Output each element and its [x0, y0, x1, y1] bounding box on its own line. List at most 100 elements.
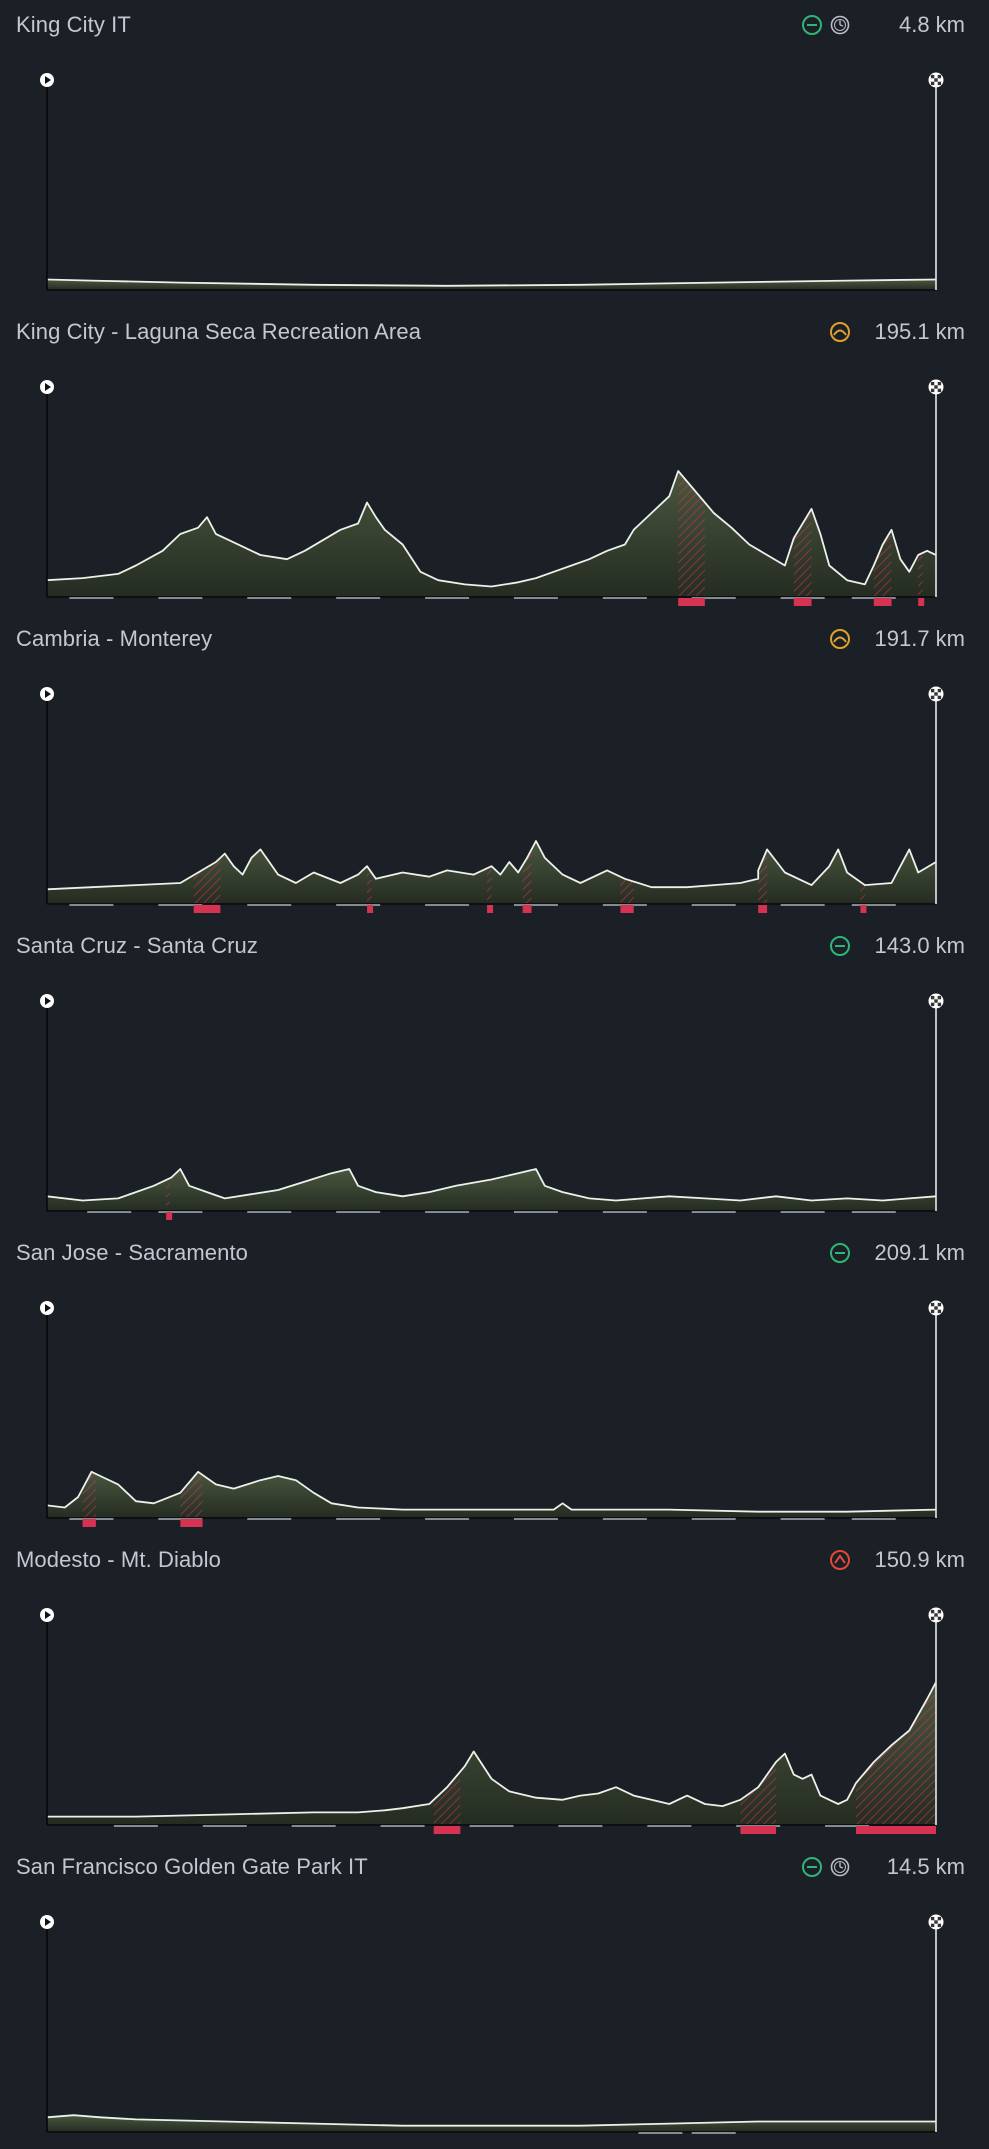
stage-card[interactable]: King City IT 4.8 km — [0, 0, 989, 307]
climb-marker — [860, 905, 867, 913]
play-icon — [45, 1304, 51, 1312]
play-icon — [45, 76, 51, 84]
checker-square — [930, 1002, 935, 1007]
elevation-profile-chart — [40, 1607, 944, 1834]
checker-square — [934, 692, 938, 696]
checker-square — [937, 688, 942, 693]
climb-hatch — [487, 866, 492, 904]
play-icon — [45, 1918, 51, 1926]
climb-marker — [433, 1826, 461, 1834]
elevation-profile-chart — [40, 1300, 944, 1527]
checker-square — [937, 388, 942, 393]
stage-type-icons — [829, 1242, 857, 1264]
flat-icon — [830, 1243, 850, 1263]
stage-card[interactable]: Santa Cruz - Santa Cruz 143.0 km — [0, 921, 989, 1228]
climb-hatch — [180, 1472, 203, 1518]
climb-marker — [793, 598, 812, 606]
stage-title: Modesto - Mt. Diablo — [16, 1547, 221, 1572]
checker-square — [930, 688, 935, 693]
play-icon — [45, 383, 51, 391]
climb-marker — [918, 598, 925, 606]
terrain-area — [47, 279, 936, 290]
checker-square — [930, 1609, 935, 1614]
climb-marker — [193, 905, 221, 913]
checker-square — [937, 1916, 942, 1921]
climb-hatch — [82, 1471, 96, 1518]
checker-square — [930, 1309, 935, 1314]
climb-marker — [740, 1826, 776, 1834]
climb-marker — [82, 1519, 96, 1527]
stopwatch-icon — [830, 1857, 850, 1877]
climb-marker — [758, 905, 768, 913]
climb-hatch — [166, 1178, 170, 1211]
checker-square — [930, 1616, 935, 1621]
checker-square — [934, 1613, 938, 1617]
checker-square — [937, 1616, 942, 1621]
stage-card[interactable]: Cambria - Monterey 191.7 km — [0, 614, 989, 921]
stage-title: Santa Cruz - Santa Cruz — [16, 933, 258, 958]
climb-hatch — [433, 1771, 461, 1825]
checker-square — [934, 999, 938, 1003]
stage-type-icons — [801, 14, 857, 36]
stage-type-icons — [829, 628, 857, 650]
terrain-area — [47, 1682, 936, 1825]
terrain-line — [46, 840, 937, 891]
climb-hatch — [620, 876, 634, 904]
hilly-icon — [830, 322, 850, 342]
stage-distance: 14.5 km — [886, 1854, 965, 1879]
stage-distance: 191.7 km — [874, 626, 966, 651]
climb-hatch — [873, 529, 892, 597]
terrain-line — [46, 1470, 937, 1513]
checker-square — [934, 78, 938, 82]
stage-type-icons — [829, 321, 857, 343]
terrain-line — [46, 1168, 937, 1202]
checker-square — [937, 1609, 942, 1614]
checker-square — [937, 1002, 942, 1007]
stage-card[interactable]: Modesto - Mt. Diablo 150.9 km — [0, 1535, 989, 1842]
hilly-icon — [830, 629, 850, 649]
climb-marker — [166, 1212, 173, 1220]
stage-distance: 4.8 km — [898, 12, 965, 37]
checker-square — [934, 1920, 938, 1924]
climb-marker — [367, 905, 374, 913]
climb-hatch — [758, 849, 768, 904]
checker-square — [930, 995, 935, 1000]
checker-square — [930, 1923, 935, 1928]
checker-square — [937, 995, 942, 1000]
stage-type-icons — [829, 1549, 857, 1571]
checker-square — [937, 1923, 942, 1928]
stage-card[interactable]: King City - Laguna Seca Recreation Area 1… — [0, 307, 989, 614]
play-icon — [45, 1611, 51, 1619]
checker-square — [930, 74, 935, 79]
elevation-profile-chart — [40, 686, 944, 913]
elevation-profile-chart — [40, 1914, 944, 2134]
terrain-area — [47, 2115, 936, 2132]
terrain-area — [47, 1471, 936, 1518]
climb-hatch — [740, 1762, 776, 1825]
elevation-profile-chart — [40, 72, 944, 291]
checker-square — [930, 1302, 935, 1307]
play-icon — [45, 690, 51, 698]
checker-square — [930, 388, 935, 393]
climb-marker — [487, 905, 494, 913]
climb-marker — [180, 1519, 203, 1527]
stage-card[interactable]: San Jose - Sacramento 209.1 km — [0, 1228, 989, 1535]
climb-hatch — [678, 471, 705, 597]
terrain-line — [46, 278, 937, 287]
terrain-line — [47, 1681, 937, 1818]
terrain-line — [46, 470, 937, 588]
stage-title: Cambria - Monterey — [16, 626, 213, 651]
climb-marker — [873, 598, 892, 606]
checker-square — [937, 695, 942, 700]
elevation-profile-chart — [40, 993, 944, 1220]
flat-icon — [830, 936, 850, 956]
stage-card[interactable]: San Francisco Golden Gate Park IT 14.5 km — [0, 1842, 989, 2149]
stage-type-icons — [829, 935, 857, 957]
terrain-line — [46, 2114, 936, 2127]
checker-square — [937, 381, 942, 386]
terrain-area — [47, 1169, 936, 1211]
stopwatch-icon — [830, 15, 850, 35]
checker-square — [930, 1916, 935, 1921]
checker-square — [937, 74, 942, 79]
